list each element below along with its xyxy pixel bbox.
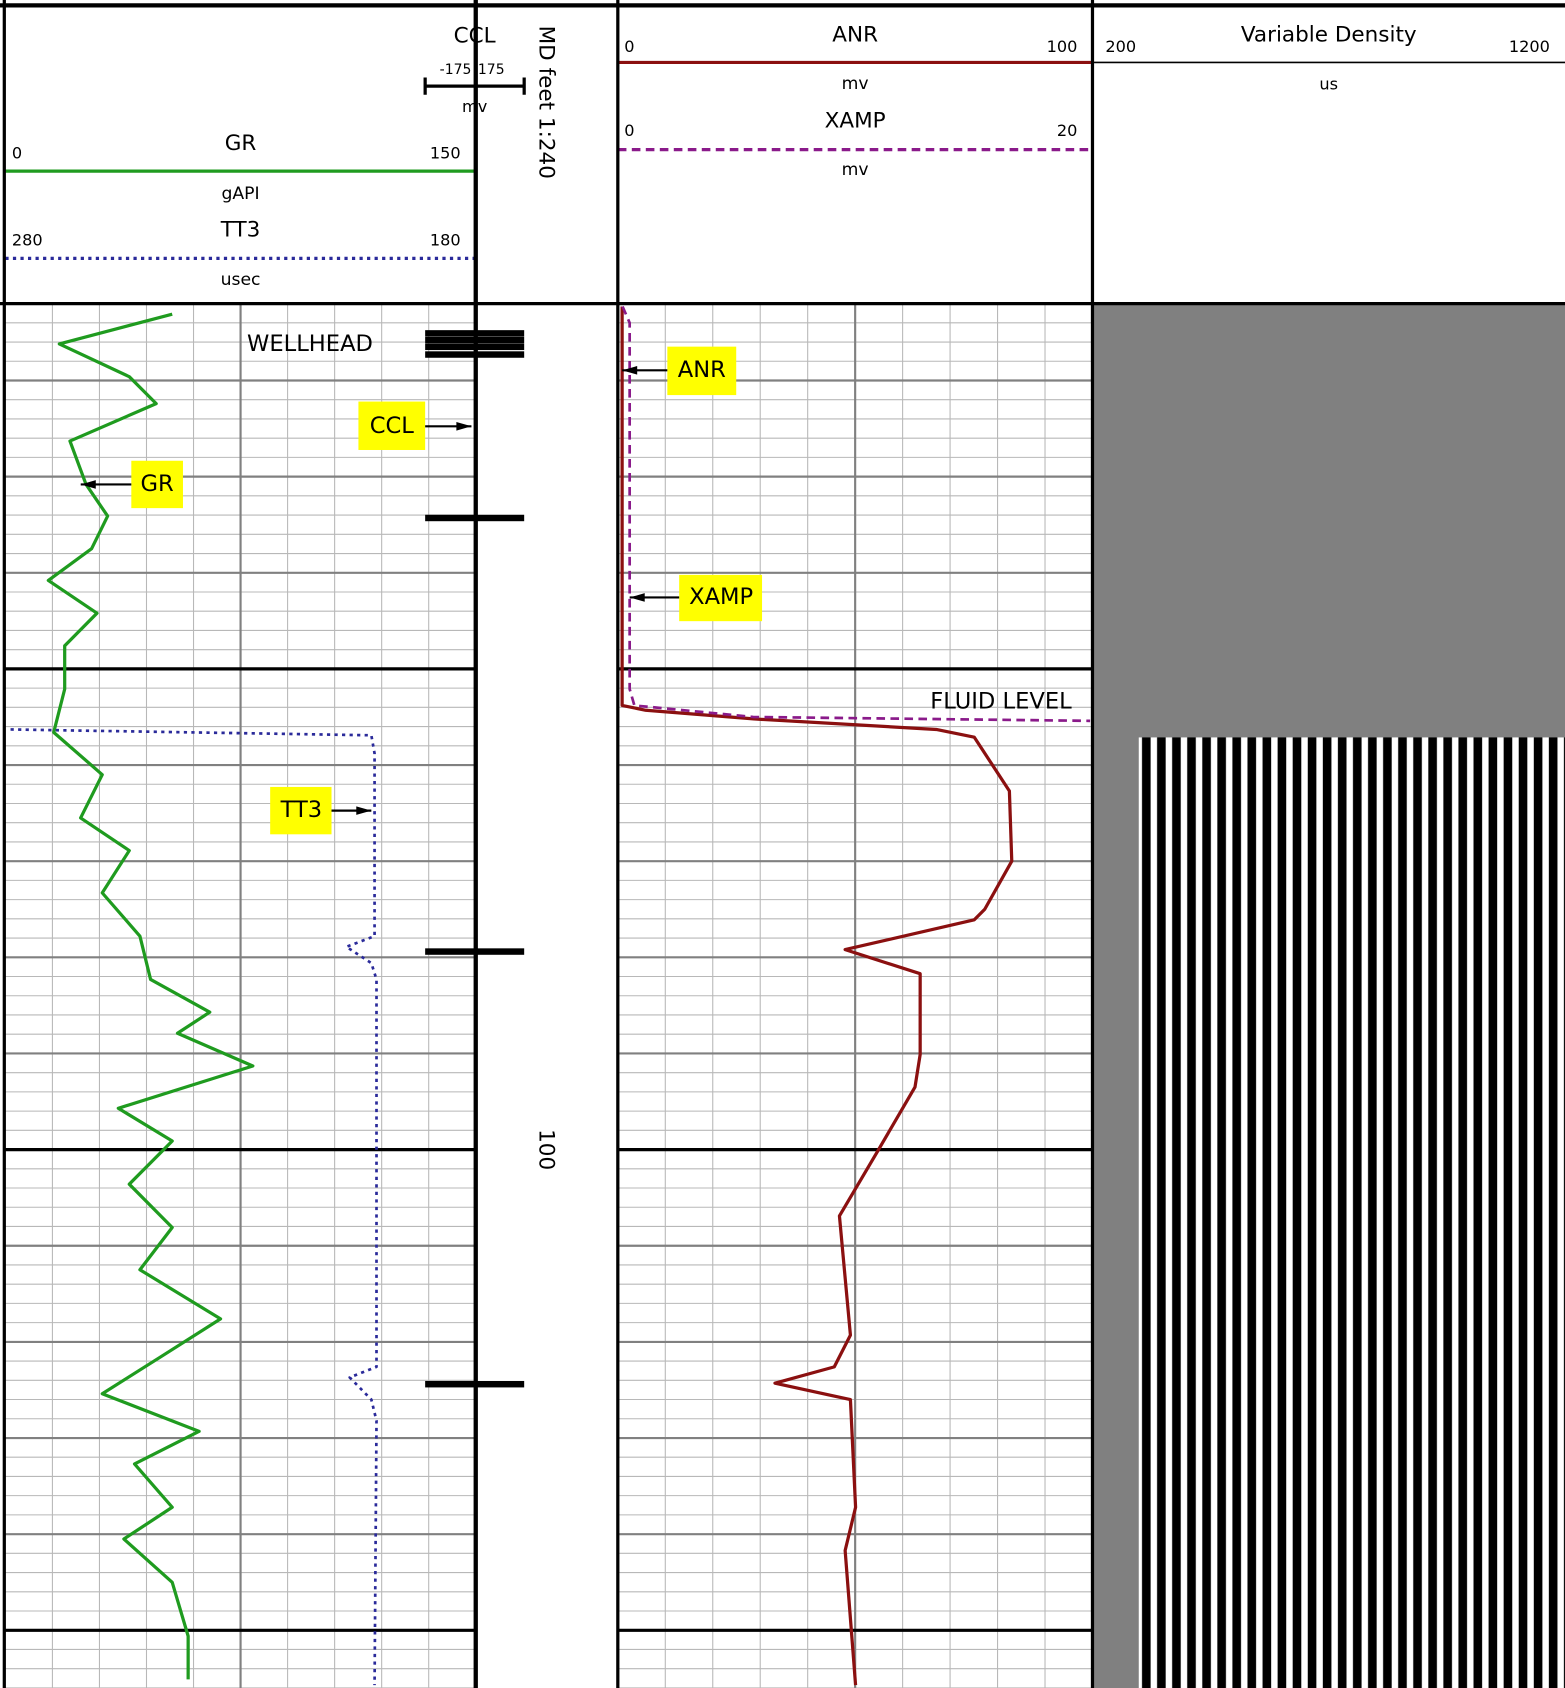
curve-name: XAMP bbox=[825, 109, 886, 134]
annotation-box bbox=[667, 346, 737, 396]
arrow-head bbox=[622, 366, 638, 375]
arrow-head bbox=[80, 480, 96, 489]
annotation-box bbox=[270, 786, 332, 835]
arrow-head bbox=[629, 593, 645, 602]
annotation: CCL bbox=[370, 413, 415, 439]
annotation: GR bbox=[141, 471, 175, 497]
annotation: ANR bbox=[678, 357, 726, 383]
curve-name: GR bbox=[225, 131, 257, 156]
scale-right: 175 bbox=[478, 62, 505, 78]
annotation: TT3 bbox=[280, 797, 323, 823]
scale-right: 180 bbox=[430, 231, 461, 250]
vdl-image bbox=[1138, 737, 1565, 1688]
curve-unit: usec bbox=[221, 270, 261, 290]
curve-unit: gAPI bbox=[221, 184, 259, 204]
arrow-head bbox=[356, 806, 372, 815]
scale-left: -175 bbox=[440, 62, 472, 78]
scale-left: 0 bbox=[624, 121, 634, 140]
annotation-box bbox=[358, 401, 426, 450]
track-title: Variable Density bbox=[1241, 23, 1417, 48]
grid bbox=[5, 303, 1093, 1688]
scale-right: 1200 bbox=[1509, 37, 1550, 56]
scale-left: 200 bbox=[1105, 37, 1136, 56]
depth-tick-label: 100 bbox=[534, 1129, 559, 1170]
curve bbox=[621, 305, 1091, 723]
depth-label: MD feet 1:240 bbox=[534, 26, 559, 179]
curve-unit: us bbox=[1319, 75, 1338, 94]
curve bbox=[620, 306, 1014, 1686]
scale-right: 100 bbox=[1047, 37, 1078, 56]
annotation: WELLHEAD bbox=[247, 331, 373, 357]
annotation: XAMP bbox=[689, 584, 753, 610]
scale-right: 20 bbox=[1057, 121, 1078, 140]
annotation: FLUID LEVEL bbox=[930, 688, 1072, 714]
scale-right: 150 bbox=[430, 143, 461, 162]
curve-name: ANR bbox=[832, 23, 878, 48]
scale-left: 0 bbox=[12, 143, 22, 162]
scale-left: 0 bbox=[624, 37, 634, 56]
curve bbox=[46, 312, 255, 1680]
arrow-head bbox=[456, 422, 472, 431]
annotation-box bbox=[131, 460, 183, 509]
curve-name: TT3 bbox=[220, 217, 261, 242]
curve-unit: mv bbox=[842, 74, 869, 94]
curve-unit: mv bbox=[842, 160, 869, 180]
annotation-box bbox=[679, 574, 763, 622]
scale-left: 280 bbox=[12, 231, 43, 250]
